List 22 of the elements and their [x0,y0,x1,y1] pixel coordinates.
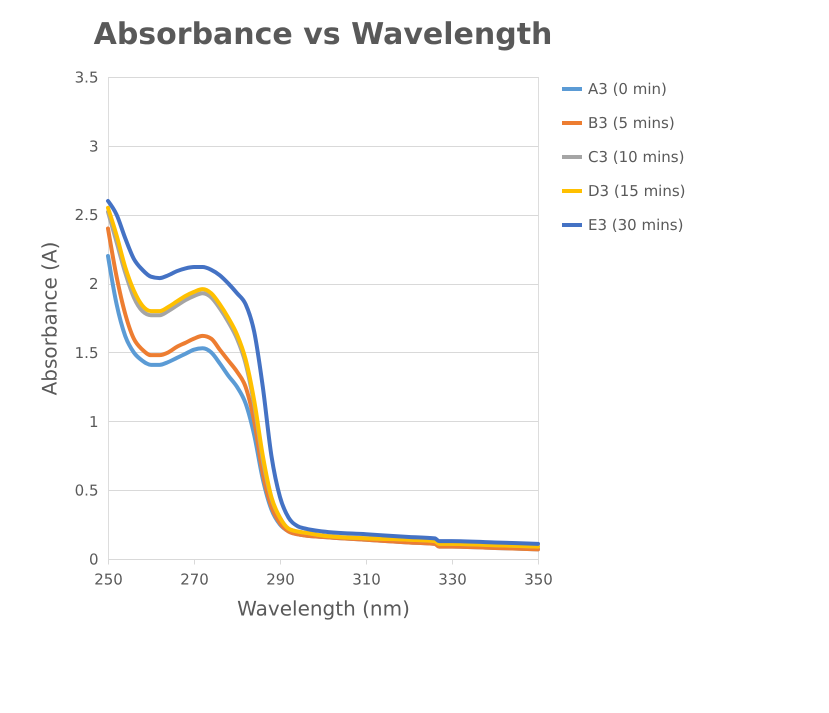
legend-label: E3 (30 mins) [588,216,684,234]
y-tick-label: 0 [88,550,98,568]
y-tick-label: 1.5 [74,344,98,362]
legend-label: B3 (5 mins) [588,114,675,132]
x-tick-label: 250 [94,570,123,588]
legend-label: C3 (10 mins) [588,148,684,166]
y-tick-label: 2.5 [74,206,98,224]
y-tick-label: 1 [88,412,98,431]
y-tick-label: 0.5 [74,482,98,500]
legend-label: A3 (0 min) [588,80,667,98]
x-tick-label: 290 [266,570,295,588]
x-tick-label: 310 [352,570,381,588]
x-tick-label: 330 [438,570,467,588]
x-axis-title: Wavelength (nm) [237,596,410,620]
y-axis-title: Absorbance (A) [38,242,62,396]
x-tick-label: 270 [180,570,209,588]
chart-title: Absorbance vs Wavelength [94,17,552,52]
y-tick-label: 3 [88,137,98,156]
y-tick-label: 2 [88,275,98,294]
legend-label: D3 (15 mins) [588,182,686,200]
x-tick-label: 350 [524,570,553,588]
y-tick-label: 3.5 [74,68,98,86]
